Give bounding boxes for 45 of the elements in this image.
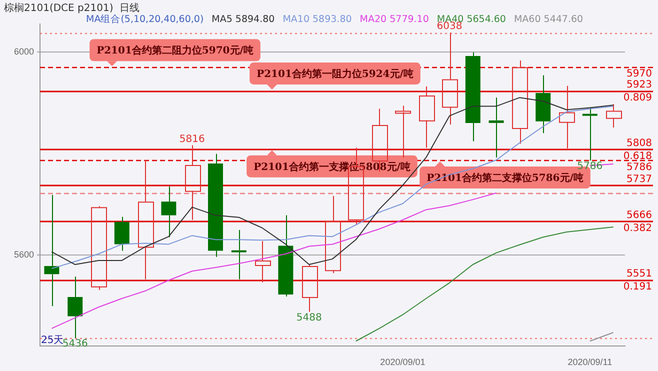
ref-line-label: 5808 0.618 [623, 138, 652, 162]
candlestick [465, 52, 480, 142]
legend-title: MA组合(5,10,20,40,60,0) [86, 14, 204, 25]
annotation: 5488 [296, 312, 322, 324]
candlestick [208, 153, 223, 258]
chart-title: 棕榈2101(DCE p2101) [4, 3, 114, 14]
text: MA20 5779.10 [360, 14, 429, 25]
ref-line-label: 5666 0.382 [623, 210, 652, 234]
candlestick [488, 97, 504, 158]
ref-line-label: 5786 [626, 162, 652, 174]
y-tick-label: 5600 [14, 249, 34, 260]
annotation: 25天 [41, 334, 64, 346]
candlestick [536, 74, 551, 134]
text: MA60 5447.60 [514, 14, 584, 25]
chart-subtitle: 日线 [120, 3, 140, 14]
x-tick-label: 2020/09/01 [380, 357, 426, 368]
candlestick [68, 276, 83, 339]
candlestick [161, 186, 176, 238]
candlestick [185, 144, 201, 220]
annotation: 5816 [179, 134, 205, 145]
annotation: P2101合约第一阻力位5924元/吨 [256, 68, 414, 80]
candlestick [255, 240, 271, 283]
candlestick [442, 32, 458, 125]
candlestick [138, 159, 154, 280]
text: MA5 5894.80 [212, 14, 275, 25]
annotation: 6038 [436, 21, 462, 32]
candlestick [559, 85, 575, 149]
candlestick [302, 264, 318, 312]
ref-line-label: 5970 [626, 68, 652, 80]
candlestick [395, 105, 411, 158]
candlestick [606, 104, 622, 128]
ref-line-label: 5551 0.191 [623, 268, 652, 292]
ref-line-label: 5923 0.809 [623, 80, 652, 104]
x-tick-label: 2020/09/11 [568, 357, 612, 368]
candlestick [512, 60, 528, 144]
candlestick [231, 230, 246, 280]
candlestick [44, 194, 60, 307]
candlestick [278, 214, 294, 297]
annotation: P2101合约第二阻力位5970元/吨 [96, 44, 254, 57]
text: MA10 5893.80 [282, 14, 352, 25]
candlestick [419, 86, 435, 148]
y-tick-label: 6000 [14, 46, 34, 56]
annotation: 5436 [62, 338, 88, 350]
candlestick [114, 216, 130, 252]
ref-line-label: 5737 [626, 174, 652, 185]
